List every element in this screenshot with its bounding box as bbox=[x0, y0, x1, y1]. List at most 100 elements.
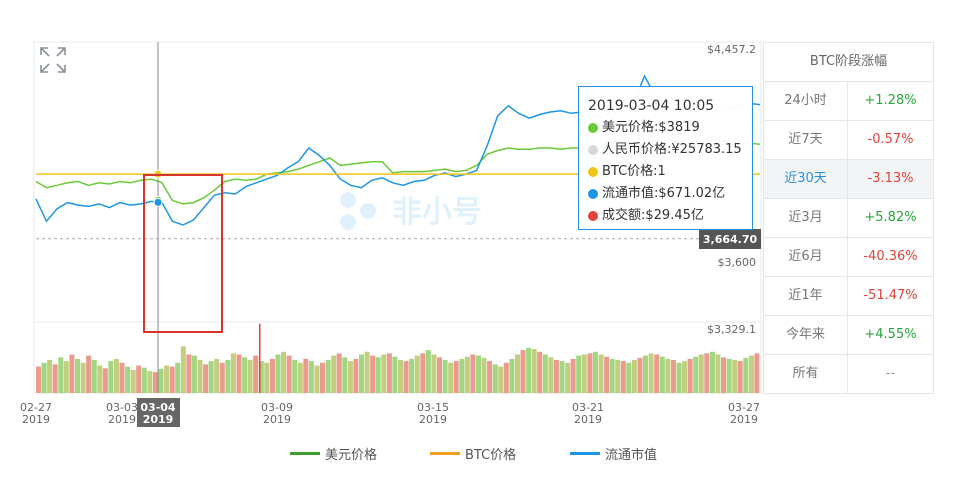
volume-spike bbox=[259, 323, 261, 393]
volume-bar bbox=[375, 357, 381, 394]
volume-bar bbox=[91, 360, 97, 393]
volume-bar bbox=[331, 355, 337, 393]
volume-bar bbox=[381, 354, 387, 393]
volume-bar bbox=[459, 358, 465, 393]
volume-bar bbox=[709, 351, 715, 394]
volume-bar bbox=[230, 353, 236, 393]
plot-frame bbox=[33, 41, 762, 394]
x-axis-tick-year: 2019 bbox=[574, 413, 602, 426]
period-row[interactable]: 24小时 +1.28% bbox=[764, 82, 933, 121]
x-axis-tick-date: 03-27 bbox=[728, 401, 760, 414]
tooltip-label: BTC价格:1 bbox=[602, 164, 666, 179]
volume-bar bbox=[576, 355, 582, 393]
volume-bar bbox=[754, 353, 760, 393]
x-axis-tick-year: 2019 bbox=[108, 413, 136, 426]
period-row[interactable]: 今年来 +4.55% bbox=[764, 316, 933, 355]
volume-bars bbox=[36, 323, 760, 394]
volume-bar bbox=[526, 347, 532, 393]
volume-bar bbox=[520, 350, 526, 393]
volume-bar bbox=[141, 367, 147, 393]
volume-bar bbox=[631, 360, 637, 393]
period-row[interactable]: 近7天 -0.57% bbox=[764, 121, 933, 160]
volume-bar bbox=[269, 358, 275, 393]
volume-bar bbox=[325, 360, 331, 393]
volume-bar bbox=[130, 369, 136, 393]
volume-bar bbox=[308, 361, 314, 393]
volume-bar bbox=[726, 358, 732, 393]
tooltip-label: 人民币价格:¥25783.15 bbox=[602, 142, 742, 157]
tooltip-row: 成交额:$29.45亿 bbox=[588, 205, 752, 227]
period-label: 近6月 bbox=[764, 238, 848, 276]
highlight-box bbox=[143, 174, 223, 333]
volume-bar bbox=[693, 356, 699, 393]
legend-label: 美元价格 bbox=[325, 448, 378, 463]
axis-labels: $4,457.2$3,600$3,329.13,664.7002-2720190… bbox=[20, 43, 761, 427]
period-change: +1.28% bbox=[864, 93, 917, 108]
volume-bar bbox=[264, 362, 270, 394]
tooltip-dot bbox=[588, 211, 598, 221]
volume-bar bbox=[353, 358, 359, 393]
volume-bar bbox=[453, 361, 459, 393]
legend-swatch bbox=[570, 452, 600, 455]
x-axis-tick-date: 03-03 bbox=[106, 401, 138, 414]
crosshair-label-date: 03-04 bbox=[140, 401, 176, 414]
tooltip-row: 美元价格:$3819 bbox=[588, 117, 752, 139]
volume-bar bbox=[214, 358, 220, 393]
volume-bar bbox=[153, 372, 159, 393]
volume-bar bbox=[175, 362, 181, 394]
period-row[interactable]: 近1年 -51.47% bbox=[764, 277, 933, 316]
panel-title: BTC阶段涨幅 bbox=[764, 43, 933, 82]
tooltip-label: 流通市值:$671.02亿 bbox=[602, 186, 726, 201]
volume-bar bbox=[565, 362, 571, 394]
tooltip-label: 成交额:$29.45亿 bbox=[602, 208, 704, 223]
legend-item-usd[interactable]: 美元价格 bbox=[290, 444, 377, 463]
y-axis-label: $3,329.1 bbox=[707, 323, 756, 336]
volume-bar bbox=[481, 357, 487, 393]
volume-bar bbox=[676, 362, 682, 394]
legend-item-mcap[interactable]: 流通市值 bbox=[570, 444, 657, 463]
volume-bar bbox=[236, 354, 242, 393]
volume-bar bbox=[548, 357, 554, 394]
period-row[interactable]: 所有 -- bbox=[764, 355, 933, 394]
x-axis-tick-year: 2019 bbox=[22, 413, 50, 426]
expand-icon[interactable] bbox=[38, 45, 68, 75]
period-change-panel: BTC阶段涨幅 24小时 +1.28% 近7天 -0.57% 近30天 -3.13% 近3月… bbox=[763, 42, 934, 394]
volume-bar bbox=[108, 361, 114, 393]
volume-bar bbox=[386, 353, 392, 393]
volume-bar bbox=[258, 361, 264, 393]
period-row[interactable]: 近30天 -3.13% bbox=[764, 160, 933, 199]
volume-bar bbox=[414, 355, 420, 393]
x-axis-tick-year: 2019 bbox=[730, 413, 758, 426]
period-change: -3.13% bbox=[867, 171, 914, 186]
volume-bar bbox=[598, 354, 604, 393]
volume-bar bbox=[247, 360, 253, 393]
volume-bar bbox=[281, 351, 287, 394]
volume-bar bbox=[437, 357, 443, 394]
volume-bar bbox=[409, 358, 415, 393]
volume-bar bbox=[69, 354, 75, 393]
volume-bar bbox=[41, 362, 47, 394]
volume-bar bbox=[147, 371, 153, 393]
period-change: -0.57% bbox=[867, 132, 914, 147]
volume-bar bbox=[670, 360, 676, 393]
volume-bar bbox=[698, 354, 704, 393]
volume-bar bbox=[47, 360, 53, 393]
x-axis-tick-year: 2019 bbox=[263, 413, 291, 426]
period-change: +4.55% bbox=[864, 327, 917, 342]
volume-bar bbox=[592, 351, 598, 394]
period-row[interactable]: 近6月 -40.36% bbox=[764, 238, 933, 277]
period-label: 24小时 bbox=[764, 82, 848, 120]
volume-bar bbox=[97, 365, 103, 393]
period-label: 近1年 bbox=[764, 277, 848, 315]
legend-item-btc[interactable]: BTC价格 bbox=[430, 444, 516, 463]
volume-bar bbox=[715, 354, 721, 393]
volume-bar bbox=[314, 365, 320, 393]
volume-bar bbox=[732, 360, 738, 393]
volume-bar bbox=[503, 362, 509, 394]
chart-legend: 美元价格 BTC价格 流通市值 bbox=[0, 444, 953, 463]
watermark-logo bbox=[340, 192, 376, 230]
volume-bar bbox=[242, 357, 248, 394]
period-row[interactable]: 近3月 +5.82% bbox=[764, 199, 933, 238]
volume-bar bbox=[286, 355, 292, 393]
